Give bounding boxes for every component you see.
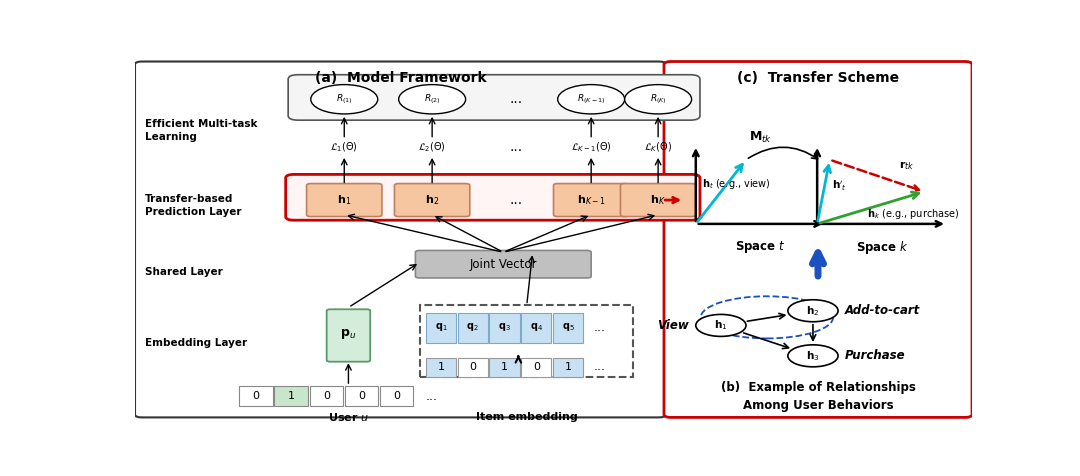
Text: Purchase: Purchase — [845, 349, 905, 362]
Text: $\mathcal{L}_K(\Theta)$: $\mathcal{L}_K(\Theta)$ — [644, 140, 672, 154]
Text: $\mathbf{h}_3$: $\mathbf{h}_3$ — [806, 349, 820, 363]
Text: 0: 0 — [532, 362, 540, 372]
Text: Shared Layer: Shared Layer — [145, 267, 222, 277]
Text: $\mathcal{L}_1(\Theta)$: $\mathcal{L}_1(\Theta)$ — [330, 140, 359, 154]
FancyBboxPatch shape — [416, 250, 591, 278]
Text: ...: ... — [594, 321, 606, 334]
Bar — [310, 386, 343, 406]
Bar — [426, 313, 456, 343]
Bar — [239, 386, 272, 406]
Text: 0: 0 — [357, 391, 365, 401]
Text: (b)  Example of Relationships
Among User Behaviors: (b) Example of Relationships Among User … — [720, 381, 916, 413]
Text: $\mathbf{q}_1$: $\mathbf{q}_1$ — [434, 321, 447, 333]
Text: $\mathbf{h}_{K-1}$: $\mathbf{h}_{K-1}$ — [577, 193, 606, 207]
Text: 0: 0 — [393, 391, 400, 401]
Text: 1: 1 — [437, 362, 445, 372]
Text: $R_{(2)}$: $R_{(2)}$ — [423, 92, 441, 106]
Bar — [274, 386, 308, 406]
Text: $\mathbf{M}_{tk}$: $\mathbf{M}_{tk}$ — [750, 130, 773, 145]
Text: $\mathbf{r}_{tk}$: $\mathbf{r}_{tk}$ — [900, 159, 915, 172]
Text: $\mathbf{h}'_t$: $\mathbf{h}'_t$ — [833, 178, 847, 192]
Text: 1: 1 — [501, 362, 508, 372]
Bar — [458, 313, 488, 343]
Circle shape — [788, 345, 838, 367]
Bar — [522, 358, 552, 377]
Bar — [345, 386, 378, 406]
Text: Joint Vector: Joint Vector — [470, 258, 537, 271]
Text: Space $t$: Space $t$ — [735, 239, 786, 255]
Text: $\mathbf{h}_K$: $\mathbf{h}_K$ — [650, 193, 666, 207]
Text: 0: 0 — [469, 362, 476, 372]
Text: View: View — [658, 319, 689, 332]
Circle shape — [557, 85, 624, 114]
Bar — [426, 358, 456, 377]
Bar — [489, 358, 519, 377]
Text: $\mathcal{L}_{K-1}(\Theta)$: $\mathcal{L}_{K-1}(\Theta)$ — [571, 140, 611, 154]
Text: ...: ... — [426, 390, 437, 403]
Text: 0: 0 — [253, 391, 259, 401]
Text: $R_{(K-1)}$: $R_{(K-1)}$ — [577, 92, 606, 106]
Bar — [420, 306, 634, 377]
Text: Add-to-cart: Add-to-cart — [845, 304, 920, 317]
FancyBboxPatch shape — [135, 61, 665, 417]
FancyBboxPatch shape — [326, 309, 370, 362]
Bar — [522, 313, 552, 343]
Text: $\mathbf{q}_5$: $\mathbf{q}_5$ — [562, 321, 575, 333]
Text: User $u$: User $u$ — [328, 411, 369, 423]
Text: Efficient Multi-task
Learning: Efficient Multi-task Learning — [145, 119, 257, 142]
Text: $\mathbf{h}_k$ (e.g., purchase): $\mathbf{h}_k$ (e.g., purchase) — [867, 207, 960, 220]
Text: $\mathbf{q}_2$: $\mathbf{q}_2$ — [467, 321, 480, 333]
Text: 0: 0 — [323, 391, 329, 401]
Text: $\mathbf{q}_4$: $\mathbf{q}_4$ — [530, 321, 543, 333]
FancyBboxPatch shape — [394, 184, 470, 217]
Text: ...: ... — [510, 140, 523, 154]
Circle shape — [624, 85, 691, 114]
Text: $\mathbf{q}_3$: $\mathbf{q}_3$ — [498, 321, 511, 333]
FancyBboxPatch shape — [620, 184, 696, 217]
Text: ...: ... — [594, 360, 606, 373]
Text: Transfer-based
Prediction Layer: Transfer-based Prediction Layer — [145, 194, 242, 217]
Circle shape — [311, 85, 378, 114]
Text: Item embedding: Item embedding — [476, 412, 578, 422]
Text: $\mathbf{h}_1$: $\mathbf{h}_1$ — [337, 193, 351, 207]
Bar — [380, 386, 414, 406]
Circle shape — [788, 300, 838, 322]
FancyBboxPatch shape — [307, 184, 382, 217]
Text: Embedding Layer: Embedding Layer — [145, 338, 247, 348]
Text: $\mathbf{p}_u$: $\mathbf{p}_u$ — [340, 327, 356, 341]
Text: $\mathcal{L}_2(\Theta)$: $\mathcal{L}_2(\Theta)$ — [418, 140, 446, 154]
Text: (a)  Model Framework: (a) Model Framework — [315, 71, 487, 85]
FancyBboxPatch shape — [285, 174, 700, 220]
Text: $\mathbf{h}_1$: $\mathbf{h}_1$ — [714, 318, 728, 332]
FancyBboxPatch shape — [664, 61, 972, 417]
Text: $R_{(K)}$: $R_{(K)}$ — [650, 92, 666, 106]
Bar — [458, 358, 488, 377]
Text: $R_{(1)}$: $R_{(1)}$ — [336, 92, 352, 106]
Text: Space $k$: Space $k$ — [855, 239, 908, 256]
Text: $\mathbf{h}_2$: $\mathbf{h}_2$ — [807, 304, 820, 317]
Bar — [553, 358, 583, 377]
Circle shape — [399, 85, 465, 114]
Text: $\mathbf{h}_t$ (e.g., view): $\mathbf{h}_t$ (e.g., view) — [702, 177, 771, 190]
FancyBboxPatch shape — [288, 75, 700, 120]
Bar — [553, 313, 583, 343]
Circle shape — [696, 315, 746, 337]
Text: $\mathbf{h}_2$: $\mathbf{h}_2$ — [426, 193, 440, 207]
Text: ...: ... — [510, 193, 523, 207]
FancyBboxPatch shape — [554, 184, 629, 217]
Bar — [489, 313, 519, 343]
Text: 1: 1 — [565, 362, 571, 372]
Text: (c)  Transfer Scheme: (c) Transfer Scheme — [737, 71, 899, 85]
Text: ...: ... — [510, 92, 523, 106]
Text: 1: 1 — [287, 391, 295, 401]
